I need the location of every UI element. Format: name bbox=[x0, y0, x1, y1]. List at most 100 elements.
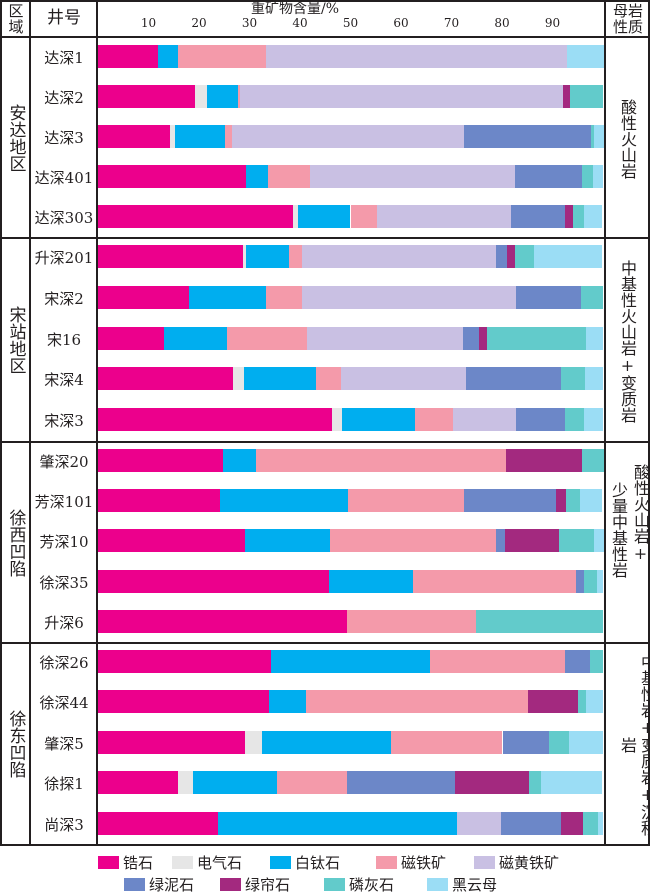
bar-segment-3 bbox=[347, 609, 476, 633]
legend-item: 锆石 bbox=[98, 852, 153, 873]
bar-segment-0 bbox=[98, 690, 270, 714]
legend-item: 白钛石 bbox=[270, 852, 340, 873]
bar-segment-5 bbox=[565, 650, 590, 673]
bar-segment-4 bbox=[457, 811, 502, 835]
bar-segment-5 bbox=[515, 408, 566, 432]
bar-segment-3 bbox=[391, 730, 503, 754]
bar-segment-7 bbox=[590, 125, 594, 148]
bar-segment-5 bbox=[464, 125, 591, 148]
bar-segment-5 bbox=[466, 367, 562, 391]
legend-item: 绿帘石 bbox=[220, 874, 290, 893]
header-rock: 母岩性质 bbox=[612, 2, 643, 36]
x-tick-label: 90 bbox=[544, 16, 561, 30]
x-tick-label: 10 bbox=[140, 16, 157, 30]
chart-title: 重矿物含量/% bbox=[250, 1, 340, 17]
bar-segment-3 bbox=[412, 569, 577, 593]
header-well: 井号 bbox=[47, 8, 81, 28]
bar-segment-0 bbox=[98, 165, 247, 188]
well-name: 达深2 bbox=[44, 89, 84, 107]
x-tick-label: 70 bbox=[443, 16, 460, 30]
bar-segment-2 bbox=[246, 245, 290, 268]
bar-segment-2 bbox=[164, 326, 227, 350]
bar-segment-3 bbox=[350, 205, 378, 228]
well-name: 芳深101 bbox=[34, 493, 94, 512]
bar-segment-2 bbox=[341, 408, 415, 432]
bar-segment-0 bbox=[98, 408, 332, 432]
bar-segment-5 bbox=[463, 489, 557, 513]
bar-segment-3 bbox=[265, 285, 302, 309]
rock-type-label: 酸性火山岩 bbox=[618, 99, 637, 179]
bar-segment-4 bbox=[240, 85, 563, 108]
bar-segment-8 bbox=[585, 367, 604, 391]
legend-item: 磁铁矿 bbox=[376, 852, 446, 873]
bar-segment-2 bbox=[269, 690, 307, 714]
bar-segment-4 bbox=[302, 245, 497, 268]
bar-segment-5 bbox=[495, 529, 505, 553]
legend-item: 黑云母 bbox=[427, 874, 497, 893]
bar-segment-1 bbox=[293, 205, 298, 228]
legend-label: 锆石 bbox=[123, 854, 154, 872]
x-tick-label: 40 bbox=[292, 16, 308, 30]
bar-segment-8 bbox=[580, 489, 602, 513]
bar-segment-0 bbox=[98, 569, 330, 593]
bar-segment-8 bbox=[597, 811, 603, 835]
column-divider bbox=[648, 0, 650, 846]
bar-segment-0 bbox=[98, 285, 190, 309]
bar-segment-7 bbox=[581, 285, 603, 309]
bar-segment-7 bbox=[487, 326, 587, 350]
bar-segment-2 bbox=[217, 811, 458, 835]
bar-segment-5 bbox=[511, 205, 566, 228]
legend-swatch bbox=[324, 878, 345, 891]
bar-segment-5 bbox=[501, 811, 562, 835]
bar-segment-3 bbox=[330, 529, 496, 553]
well-name: 升深201 bbox=[34, 249, 94, 267]
bar-segment-1 bbox=[232, 367, 245, 391]
bar-segment-4 bbox=[310, 165, 515, 188]
bar-segment-0 bbox=[98, 45, 159, 68]
bar-segment-0 bbox=[98, 449, 223, 472]
bar-segment-4 bbox=[301, 285, 516, 309]
legend-item: 磁黄铁矿 bbox=[474, 852, 559, 873]
well-name: 徐探1 bbox=[44, 775, 84, 794]
column-divider bbox=[604, 0, 606, 846]
rock-type-label: 中基性岩+变质岩+沉积岩 bbox=[618, 654, 650, 836]
bar-segment-2 bbox=[262, 730, 392, 754]
bar-segment-3 bbox=[224, 125, 233, 148]
legend-label: 黑云母 bbox=[452, 876, 498, 893]
bar-segment-7 bbox=[566, 489, 581, 513]
bar-segment-6 bbox=[454, 771, 529, 795]
bar-segment-3 bbox=[316, 367, 341, 391]
bar-segment-2 bbox=[222, 449, 257, 472]
legend-swatch bbox=[172, 856, 193, 869]
bar-segment-0 bbox=[98, 205, 294, 228]
bar-segment-8 bbox=[593, 125, 604, 148]
bar-segment-6 bbox=[478, 326, 488, 350]
bar-segment-3 bbox=[414, 408, 453, 432]
bar-segment-0 bbox=[98, 367, 233, 391]
bar-segment-8 bbox=[567, 45, 604, 68]
well-name: 达深303 bbox=[34, 209, 94, 227]
bar-segment-7 bbox=[577, 690, 587, 714]
bar-segment-8 bbox=[586, 326, 603, 350]
bar-segment-7 bbox=[581, 165, 594, 188]
bar-segment-7 bbox=[561, 367, 586, 391]
header-divider bbox=[0, 36, 650, 38]
legend-item: 绿泥石 bbox=[124, 874, 194, 893]
legend-label: 磁黄铁矿 bbox=[499, 854, 560, 872]
legend-swatch bbox=[376, 856, 397, 869]
bar-segment-8 bbox=[569, 730, 603, 754]
header-region: 区域 bbox=[8, 2, 24, 36]
region-label: 徐东凹陷 bbox=[5, 710, 26, 778]
bar-segment-0 bbox=[98, 771, 179, 795]
bar-segment-5 bbox=[496, 245, 508, 268]
bar-segment-2 bbox=[329, 569, 413, 593]
bar-segment-2 bbox=[175, 125, 225, 148]
bar-segment-8 bbox=[586, 690, 603, 714]
well-name: 达深3 bbox=[44, 129, 84, 147]
well-name: 宋深2 bbox=[44, 289, 84, 308]
x-tick-label: 50 bbox=[342, 16, 359, 30]
well-name: 肇深20 bbox=[39, 453, 89, 471]
bar-segment-7 bbox=[558, 529, 594, 553]
legend-label: 绿帘石 bbox=[245, 876, 291, 893]
